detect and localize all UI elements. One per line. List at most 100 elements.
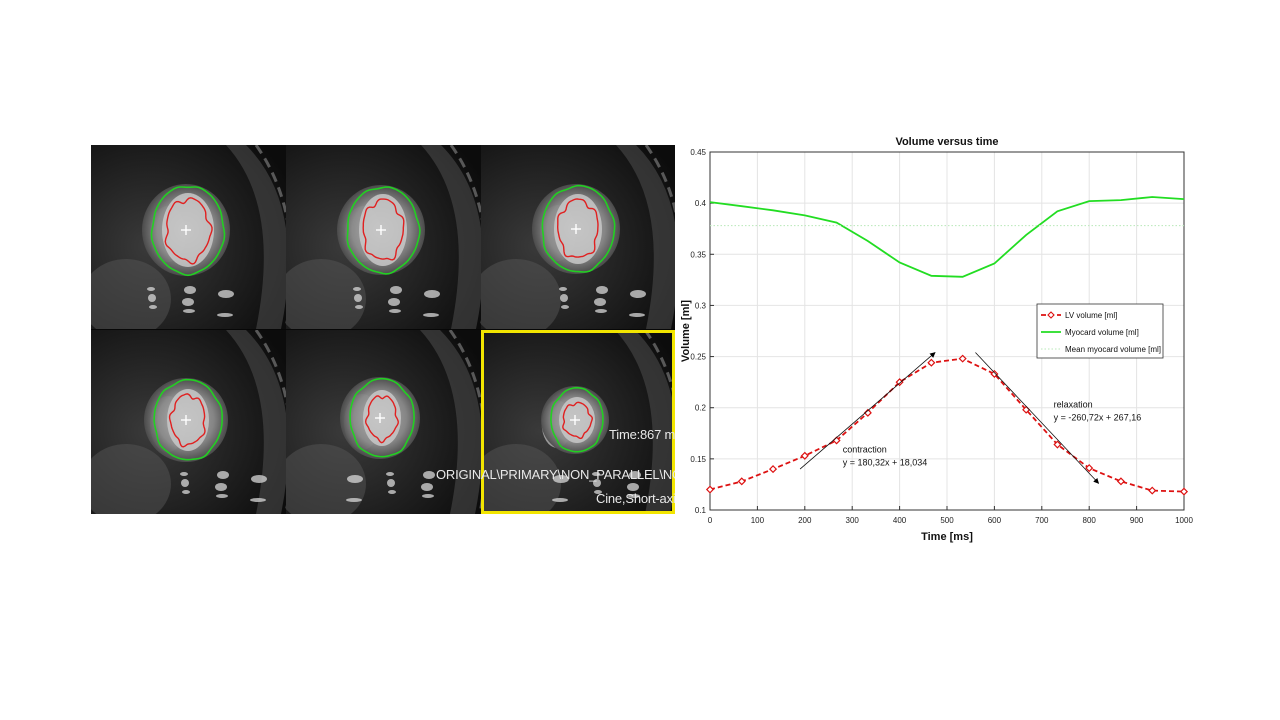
relaxation-equation: y = -260,72x + 267,16: [1054, 413, 1142, 423]
x-tick-label: 0: [708, 516, 713, 525]
endocardial-contour: [164, 197, 213, 265]
x-axis-label: Time [ms]: [921, 531, 973, 543]
vessel-spot: [183, 309, 195, 313]
data-point-marker: [1179, 487, 1189, 496]
vessel-spot: [390, 286, 402, 294]
vessel-spot: [628, 494, 640, 498]
x-tick-label: 200: [798, 516, 812, 525]
endocardial-contour: [364, 395, 399, 444]
mri-frame-image: [286, 145, 481, 329]
vessel-spot: [386, 472, 394, 476]
vessel-spot: [346, 498, 362, 502]
y-tick-label: 0.3: [695, 301, 707, 310]
x-tick-label: 600: [988, 516, 1002, 525]
epicardial-contour: [349, 377, 415, 458]
chest-wall-shape: [420, 330, 481, 514]
vessel-spot: [595, 309, 607, 313]
liver-shape: [286, 444, 366, 514]
mri-frame-6-selected[interactable]: [481, 330, 675, 514]
mri-frame-image: [481, 145, 675, 329]
y-tick-label: 0.15: [690, 455, 706, 464]
vessel-spot: [355, 305, 363, 309]
rib-shape: [449, 145, 481, 329]
relaxation-label: relaxation: [1054, 400, 1093, 410]
epicardial-contour: [346, 186, 421, 275]
data-point-marker: [768, 465, 778, 474]
data-point-marker: [990, 369, 999, 379]
vessel-spot: [149, 305, 157, 309]
y-tick-label: 0.4: [695, 199, 707, 208]
vessel-spot: [180, 472, 188, 476]
vessel-spot: [147, 287, 155, 291]
data-point-marker: [705, 485, 715, 494]
vessel-spot: [182, 490, 190, 494]
endocardial-contour: [562, 401, 594, 440]
chest-wall-shape: [616, 145, 675, 329]
vessel-spot: [184, 286, 196, 294]
legend-entry-1: LV volume [ml]: [1065, 311, 1117, 320]
mri-frame-image: [286, 330, 481, 514]
vessel-spot: [251, 475, 267, 483]
vessel-spot: [552, 498, 568, 502]
vessel-spot: [215, 483, 227, 491]
mri-image-grid: Time:867 ms ORIGINAL\PRIMARY\NON_PARALLE…: [91, 145, 675, 514]
epicardial-contour: [550, 386, 604, 453]
mri-frame-3[interactable]: [481, 145, 675, 329]
chest-wall-shape: [421, 145, 481, 329]
vessel-spot: [148, 294, 156, 302]
vessel-spot: [629, 313, 645, 317]
y-tick-label: 0.1: [695, 506, 707, 515]
series-line-1: [709, 357, 1185, 493]
chest-wall-shape: [226, 330, 286, 514]
legend-marker: [1047, 311, 1055, 319]
mri-frame-5[interactable]: [286, 330, 481, 514]
endocardial-contour: [556, 198, 599, 258]
vessel-spot: [629, 471, 641, 479]
x-tick-label: 700: [1035, 516, 1049, 525]
vessel-spot: [627, 483, 639, 491]
vessel-spot: [594, 490, 602, 494]
vessel-spot: [423, 471, 435, 479]
time-label: Time:867 ms: [609, 427, 675, 442]
vessel-spot: [217, 313, 233, 317]
legend-box: [1036, 303, 1164, 359]
vessel-spot: [217, 471, 229, 479]
mri-frame-4[interactable]: [91, 330, 286, 514]
volume-chart: 0 100 200 300 400 500 600 700 800 900 1000 0.1 0.15 0…: [675, 128, 1205, 548]
series-description-label: ORIGINAL\PRIMARY\NON_PARALLEL\NONE: [436, 467, 675, 482]
x-tick-label: 1000: [1175, 516, 1193, 525]
vessel-spot: [182, 298, 194, 306]
vessel-spot: [389, 309, 401, 313]
epicardial-contour: [153, 378, 223, 461]
view-label: Cine,Short-axis: [596, 491, 675, 506]
vessel-spot: [422, 494, 434, 498]
vessel-spot: [387, 479, 395, 487]
vessel-spot: [423, 313, 439, 317]
x-tick-label: 900: [1130, 516, 1144, 525]
rib-shape: [448, 330, 481, 514]
data-point-marker: [1085, 464, 1094, 473]
x-tick-label: 400: [893, 516, 907, 525]
vessel-spot: [216, 494, 228, 498]
vessel-spot: [354, 294, 362, 302]
data-point-marker: [1116, 477, 1126, 486]
chest-wall-shape: [226, 145, 286, 329]
x-tick-label: 300: [846, 516, 860, 525]
vessel-spot: [560, 294, 568, 302]
epicardial-contour: [541, 184, 616, 273]
contraction-arrow: [799, 352, 936, 470]
data-point-marker: [1148, 486, 1157, 495]
liver-shape: [91, 444, 171, 514]
x-tick-label: 800: [1083, 516, 1097, 525]
mri-frame-1[interactable]: [91, 145, 286, 329]
y-tick-label: 0.35: [690, 250, 706, 259]
data-point-marker: [1053, 440, 1062, 449]
vessel-spot: [388, 298, 400, 306]
legend-entry-3: Mean myocard volume [ml]: [1065, 345, 1161, 354]
vessel-spot: [630, 290, 646, 298]
vessel-spot: [421, 483, 433, 491]
endocardial-contour: [168, 393, 206, 448]
data-point-marker: [958, 354, 967, 363]
mri-frame-2[interactable]: [286, 145, 481, 329]
liver-shape: [481, 259, 561, 329]
